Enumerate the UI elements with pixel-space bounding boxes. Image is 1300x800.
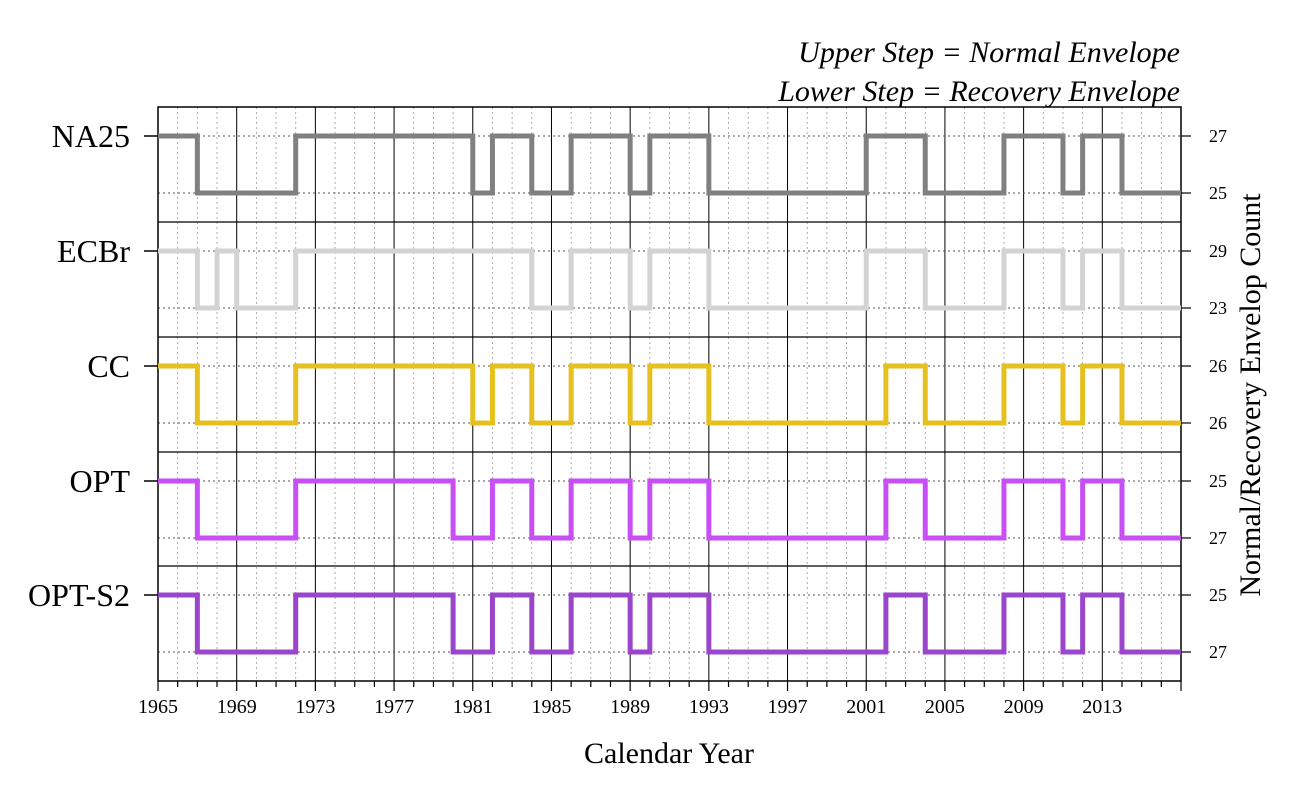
series-line-opt-s2 <box>158 592 1181 655</box>
x-tick-label: 2001 <box>846 696 886 718</box>
x-tick-label: 1977 <box>374 696 414 718</box>
series-line-ecbr <box>158 248 1181 311</box>
series-line-opt <box>158 478 1181 541</box>
x-tick-label: 2005 <box>925 696 965 718</box>
x-tick-label: 1985 <box>531 696 571 718</box>
row-label: CC <box>87 348 130 384</box>
right-tick-label: 27 <box>1209 126 1227 146</box>
right-tick-label: 29 <box>1209 241 1227 261</box>
panels <box>157 106 1182 682</box>
series-line-cc <box>158 363 1181 426</box>
x-tick-label: 1997 <box>768 696 808 718</box>
right-tick-label: 27 <box>1209 528 1227 548</box>
x-tick-label: 1993 <box>689 696 729 718</box>
y-axis-title-right: Normal/Recovery Envelop Count <box>1234 193 1267 597</box>
annotation-lower-step: Lower Step = Recovery Envelope <box>777 75 1180 108</box>
right-tick-label: 25 <box>1209 471 1227 491</box>
annotation-upper-step: Upper Step = Normal Envelope <box>798 36 1180 69</box>
x-tick-label: 2009 <box>1004 696 1044 718</box>
x-tick-label: 2013 <box>1082 696 1122 718</box>
row-label: OPT-S2 <box>28 577 130 613</box>
x-tick-label: 1973 <box>295 696 335 718</box>
row-label: OPT <box>70 463 131 499</box>
right-tick-label: 23 <box>1209 298 1227 318</box>
right-tick-label: 26 <box>1209 356 1227 376</box>
right-tick-label: 25 <box>1209 183 1227 203</box>
row-label: NA25 <box>52 118 130 154</box>
series-layer <box>158 133 1181 655</box>
x-tick-label: 1969 <box>217 696 257 718</box>
right-tick-label: 27 <box>1209 642 1227 662</box>
series-line-na25 <box>158 133 1181 196</box>
x-tick-label: 1989 <box>610 696 650 718</box>
right-tick-label: 26 <box>1209 413 1227 433</box>
x-tick-label: 1965 <box>138 696 178 718</box>
right-tick-label: 25 <box>1209 585 1227 605</box>
x-axis-title: Calendar Year <box>584 737 754 770</box>
row-label: ECBr <box>57 233 130 269</box>
x-tick-label: 1981 <box>453 696 493 718</box>
axes: NA25 27 25 ECBr 29 23 CC 26 26 OPT 25 27 OPT-S2 25 27 1… <box>28 118 1227 718</box>
